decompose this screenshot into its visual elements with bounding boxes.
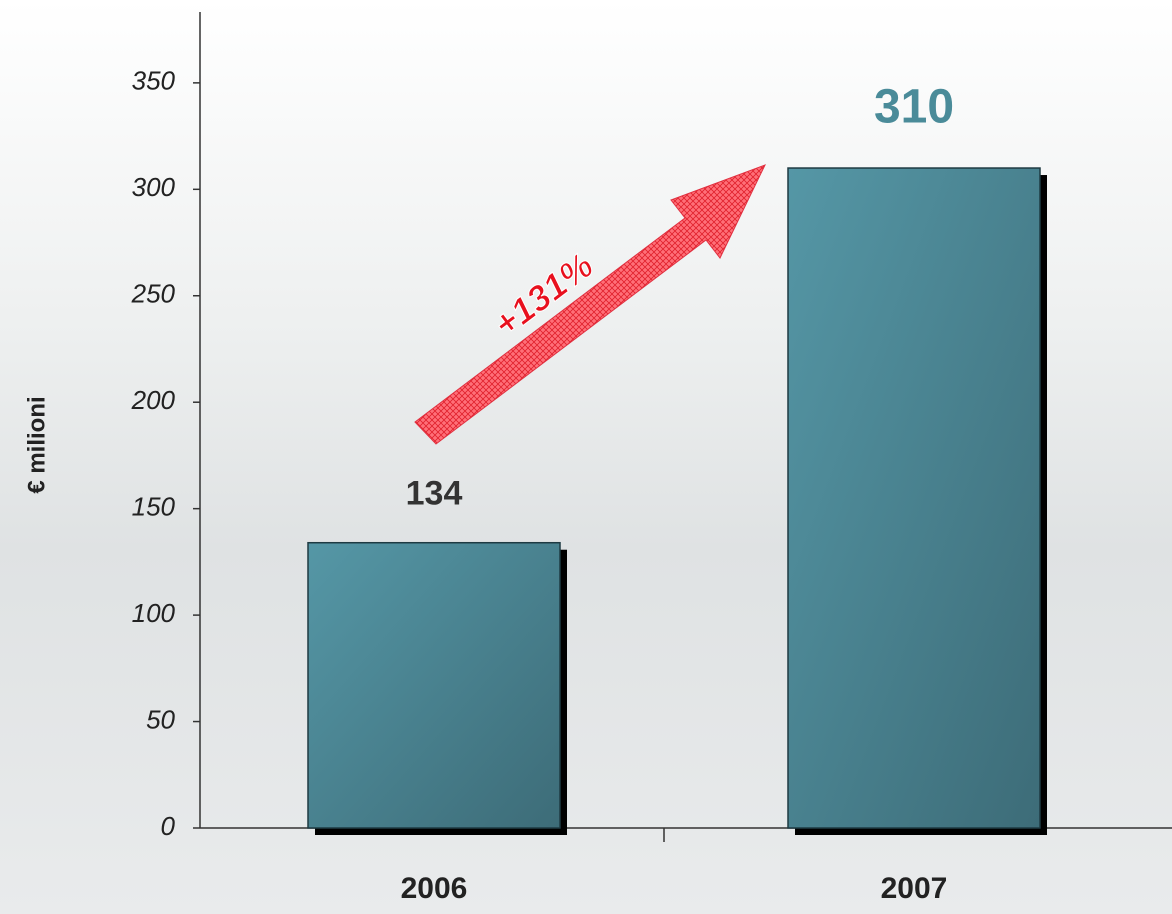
y-tick-label: 150 [132, 492, 176, 522]
y-tick-label: 350 [132, 66, 176, 96]
x-tick-label: 2006 [401, 872, 468, 905]
y-tick-label: 0 [161, 811, 176, 841]
y-tick-label: 300 [132, 172, 176, 202]
y-axis-label: € milioni [23, 396, 50, 493]
bar [787, 167, 1041, 829]
bar [307, 541, 561, 829]
x-tick-label: 2007 [881, 872, 948, 905]
y-tick-label: 100 [132, 598, 176, 628]
value-label: 134 [406, 475, 463, 513]
y-tick-label: 200 [131, 385, 176, 415]
y-tick-label: 250 [131, 279, 176, 309]
value-label: 310 [874, 81, 954, 134]
y-tick-label: 50 [146, 704, 175, 734]
growth-arrow [414, 164, 766, 445]
